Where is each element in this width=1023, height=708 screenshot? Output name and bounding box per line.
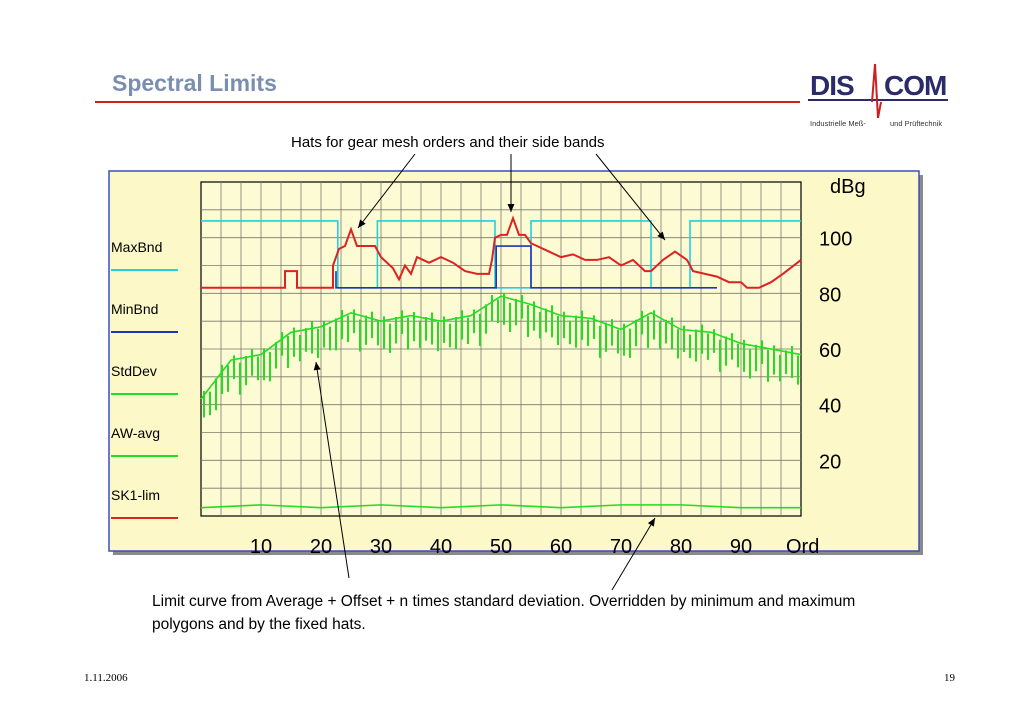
annotation-arrow: [611, 517, 656, 591]
annotation-arrowhead: [358, 219, 366, 228]
footer-page-number: 19: [944, 672, 955, 684]
stddev-spikes: [203, 292, 799, 418]
title-underline: [95, 101, 800, 103]
y-tick-label: 40: [819, 396, 841, 418]
annotation-arrowhead: [647, 518, 655, 527]
logo-graphic: [808, 63, 948, 119]
footer-date: 1.11.2006: [84, 672, 128, 684]
annotation-arrow: [315, 361, 350, 579]
annotation-bottom: Limit curve from Average + Offset + n ti…: [152, 593, 856, 633]
legend-label: MaxBnd: [111, 239, 162, 255]
x-tick-label: 60: [550, 536, 572, 558]
x-tick-label: 80: [670, 536, 692, 558]
annotation-arrowhead: [657, 231, 665, 240]
legend-label: AW-avg: [111, 425, 160, 441]
x-axis-label: Ord: [786, 536, 819, 558]
annotation-arrowhead: [313, 362, 321, 371]
legend-label: MinBnd: [111, 301, 158, 317]
x-tick-label: 20: [310, 536, 332, 558]
x-tick-label: 10: [250, 536, 272, 558]
x-tick-label: 40: [430, 536, 452, 558]
y-tick-label: 100: [819, 229, 852, 251]
logo-text-right: COM: [884, 70, 947, 101]
logo-subtitle-left: Industrielle Meß-: [810, 119, 866, 128]
logo-text-left: DIS: [810, 70, 855, 101]
y-axis-label: dBg: [830, 176, 866, 198]
series-line-stddev: [200, 295, 802, 400]
x-tick-label: 70: [610, 536, 632, 558]
series-line-aw-avg: [200, 504, 801, 509]
legend-label: SK1-lim: [111, 487, 160, 503]
series-line-sk1-lim: [201, 215, 802, 289]
x-tick-label: 50: [490, 536, 512, 558]
annotation-arrow: [357, 153, 416, 229]
x-tick-label: 90: [730, 536, 752, 558]
annotation-top: Hats for gear mesh orders and their side…: [291, 134, 605, 151]
series-line-minbnd: [335, 245, 717, 289]
y-tick-label: 60: [819, 340, 841, 362]
annotation-arrowhead: [507, 204, 515, 212]
y-tick-label: 80: [819, 284, 841, 306]
y-tick-label: 20: [819, 451, 841, 473]
page-title: Spectral Limits: [112, 70, 277, 96]
x-tick-label: 30: [370, 536, 392, 558]
legend-label: StdDev: [111, 363, 157, 379]
discom-logo: DIS COM Industrielle Meß- und Prüftechni…: [808, 62, 958, 132]
annotation-arrow: [595, 153, 666, 241]
logo-subtitle-right: und Prüftechnik: [890, 119, 943, 128]
